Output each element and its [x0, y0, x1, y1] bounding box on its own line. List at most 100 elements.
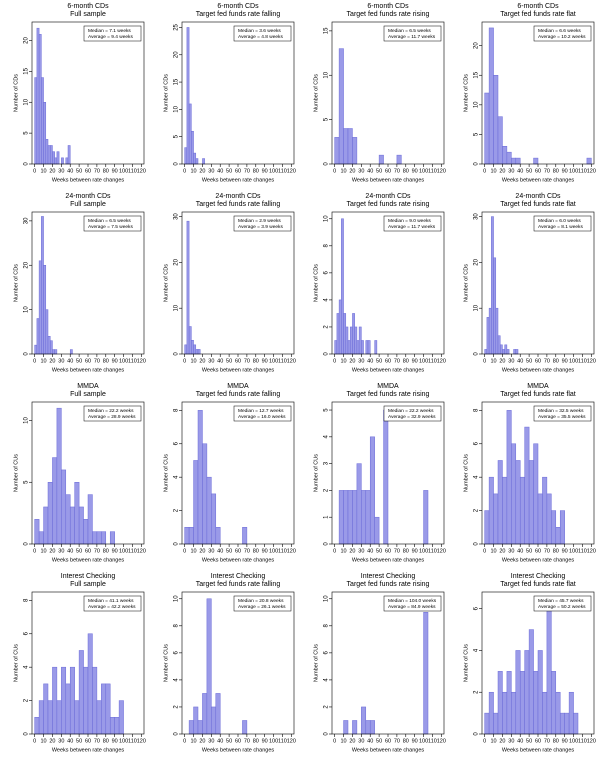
bar	[484, 349, 488, 355]
x-tick-label: 20	[199, 548, 205, 554]
bar	[41, 216, 44, 355]
x-tick-label: 50	[226, 358, 232, 364]
x-tick-label: 80	[403, 738, 409, 744]
x-tick-label: 80	[103, 168, 109, 174]
bar	[83, 666, 89, 735]
bar	[56, 151, 60, 165]
x-tick-label: 110	[128, 358, 137, 364]
bar	[515, 349, 519, 355]
bar	[378, 154, 384, 165]
x-tick-label: 20	[499, 738, 505, 744]
bar	[519, 671, 525, 735]
y-axis-label: Number of CUs	[13, 644, 19, 682]
panel-title: 24-month CDs	[515, 193, 561, 200]
x-tick-label: 20	[349, 548, 355, 554]
x-tick-label: 30	[508, 358, 514, 364]
x-axis-label: Weeks between rate changes	[202, 367, 275, 373]
x-tick-label: 40	[217, 548, 223, 554]
y-tick-label: 2	[474, 508, 480, 512]
bar	[188, 326, 192, 355]
bar	[423, 490, 429, 545]
x-tick-label: 60	[235, 548, 241, 554]
bar	[369, 436, 375, 545]
bar	[43, 265, 47, 355]
bar	[184, 147, 188, 165]
x-tick-label: 20	[49, 168, 55, 174]
x-tick-label: 110	[428, 168, 437, 174]
bar	[515, 460, 521, 545]
bar	[38, 260, 42, 355]
x-tick-label: 70	[244, 358, 250, 364]
bar	[92, 531, 98, 545]
stats-text: Average = 50.2 weeks	[538, 604, 586, 610]
bar	[49, 145, 53, 165]
x-tick-label: 40	[517, 548, 523, 554]
x-tick-label: 110	[128, 548, 137, 554]
y-tick-label: 0	[174, 352, 180, 356]
stats-text: Average = 28.9 weeks	[88, 414, 136, 420]
x-axis-label: Weeks between rate changes	[202, 747, 275, 753]
x-axis-label: Weeks between rate changes	[502, 557, 575, 563]
bar	[528, 629, 534, 735]
x-tick-label: 50	[526, 168, 532, 174]
x-tick-label: 70	[544, 358, 550, 364]
stats-box	[83, 215, 142, 232]
x-tick-label: 110	[578, 738, 587, 744]
y-tick-label: 6	[174, 651, 180, 655]
x-tick-label: 80	[553, 738, 559, 744]
bar	[61, 666, 67, 735]
x-tick-label: 70	[244, 168, 250, 174]
y-tick-label: 0	[24, 162, 30, 166]
bar	[61, 469, 67, 545]
plot-frame	[181, 591, 295, 735]
bar	[41, 77, 44, 165]
panel-title: Interest Checking	[361, 573, 416, 580]
bar	[69, 349, 73, 355]
bar	[396, 154, 402, 165]
stats-box	[83, 405, 142, 422]
x-tick-label: 80	[103, 548, 109, 554]
y-tick-label: 10	[324, 71, 330, 78]
y-tick-label: 30	[174, 213, 180, 220]
y-axis-label: Number of CUs	[163, 644, 169, 682]
panel-title: 24-month CDs	[65, 193, 111, 200]
bar	[533, 157, 539, 165]
x-axis-label: Weeks between rate changes	[352, 367, 425, 373]
panel-title: 24-month CDs	[215, 193, 261, 200]
x-tick-label: 90	[562, 358, 568, 364]
stats-text: Median = 104.0 weeks	[388, 598, 437, 604]
y-tick-label: 8	[324, 623, 330, 627]
bar	[568, 691, 574, 735]
x-tick-label: 110	[278, 358, 287, 364]
stats-box	[233, 215, 292, 232]
bar	[43, 102, 47, 165]
bar	[352, 137, 358, 165]
x-tick-label: 110	[128, 168, 137, 174]
bar	[488, 476, 494, 545]
x-tick-label: 20	[499, 358, 505, 364]
x-tick-label: 100	[269, 168, 278, 174]
y-tick-label: 0	[174, 542, 180, 546]
x-tick-label: 120	[437, 358, 446, 364]
stats-text: Median = 20.8 weeks	[238, 598, 284, 604]
x-tick-label: 20	[499, 548, 505, 554]
y-tick-label: 8	[474, 408, 480, 412]
x-tick-label: 120	[137, 168, 146, 174]
x-tick-label: 120	[287, 548, 296, 554]
x-tick-label: 90	[112, 358, 118, 364]
panel-subtitle: Full sample	[70, 581, 106, 588]
x-tick-label: 100	[269, 358, 278, 364]
bar	[349, 326, 353, 355]
x-tick-label: 70	[544, 168, 550, 174]
panel-title: MMDA	[77, 383, 99, 390]
x-tick-label: 50	[226, 168, 232, 174]
x-tick-label: 40	[217, 168, 223, 174]
x-tick-label: 110	[278, 168, 287, 174]
bar	[69, 506, 75, 545]
stats-text: Average = 4.8 weeks	[238, 34, 283, 40]
x-tick-label: 40	[67, 548, 73, 554]
bar	[184, 527, 190, 545]
bar	[365, 340, 369, 355]
